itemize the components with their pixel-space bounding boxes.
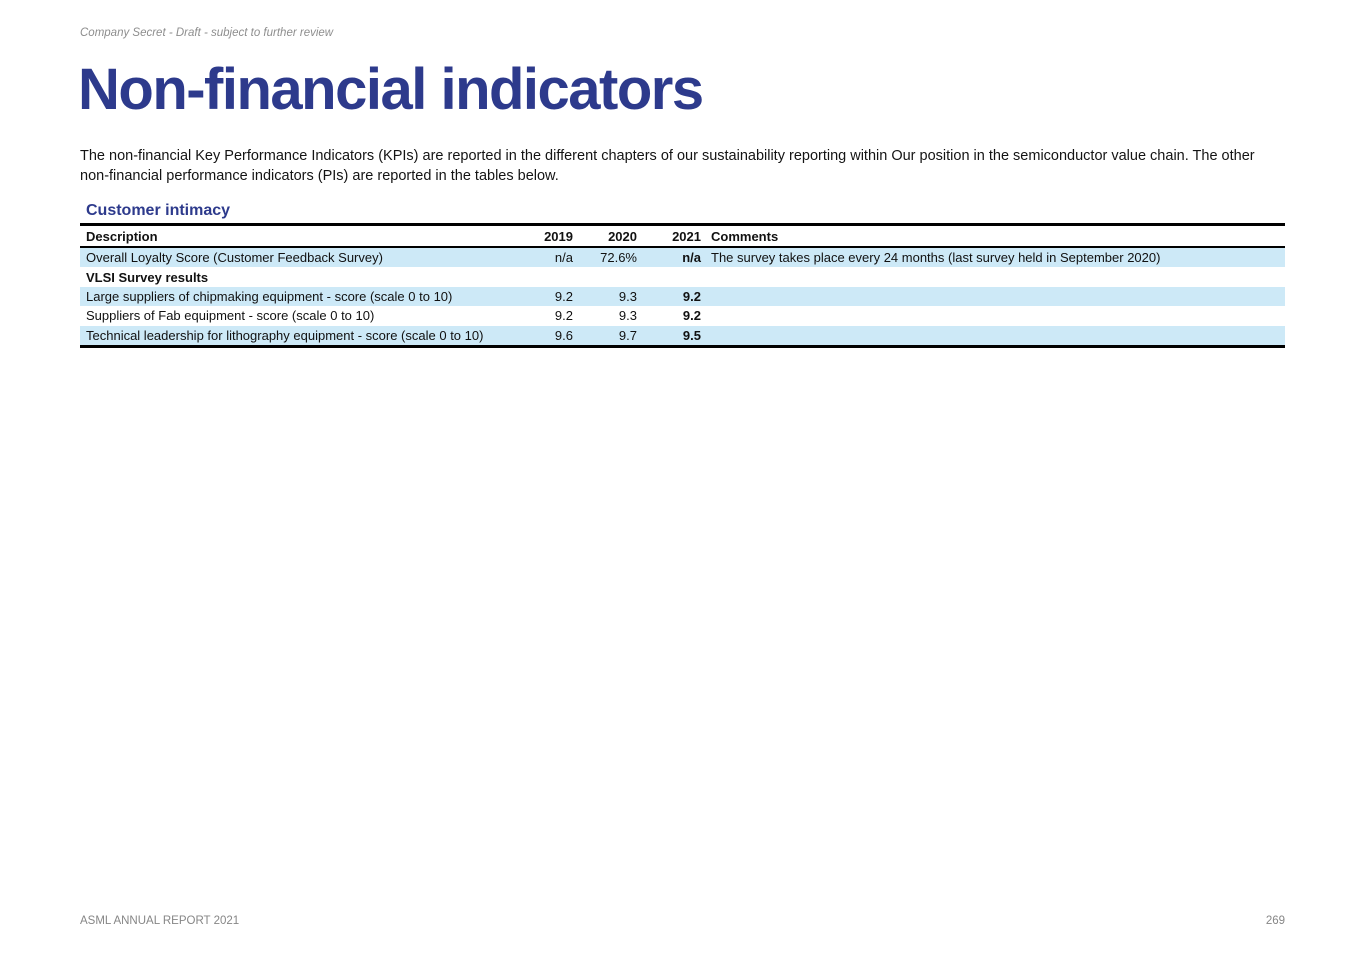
table-body: Overall Loyalty Score (Customer Feedback… (80, 247, 1285, 347)
footer-report-title: ASML ANNUAL REPORT 2021 (80, 915, 240, 927)
customer-intimacy-table: Description 2019 2020 2021 Comments Over… (80, 223, 1285, 348)
cell-comments: The survey takes place every 24 months (… (705, 247, 1285, 268)
cell-comments (705, 306, 1285, 325)
cell-2019: 9.6 (520, 325, 577, 347)
table-group-row-vlsi-survey-results: VLSI Survey results (80, 267, 1285, 286)
column-header-2019: 2019 (520, 224, 577, 248)
cell-comments (705, 325, 1285, 347)
table-row-overall-loyalty-score: Overall Loyalty Score (Customer Feedback… (80, 247, 1285, 268)
cell-2021: n/a (641, 247, 705, 268)
group-row-label: VLSI Survey results (86, 269, 209, 285)
table-row-large-suppliers-chipmaking: Large suppliers of chipmaking equipment … (80, 286, 1285, 307)
cell-description: Suppliers of Fab equipment - score (scal… (86, 308, 375, 324)
column-header-2021: 2021 (641, 224, 705, 248)
column-header-description: Description (80, 224, 520, 248)
cell-2019: 9.2 (520, 286, 577, 307)
cell-2019: n/a (520, 247, 577, 268)
cell-description: Large suppliers of chipmaking equipment … (80, 286, 520, 307)
cell-2021: 9.5 (641, 325, 705, 347)
column-header-comments: Comments (705, 224, 1285, 248)
cell-2021: 9.2 (682, 308, 701, 324)
draft-disclaimer: Company Secret - Draft - subject to furt… (80, 27, 334, 39)
column-header-2020: 2020 (577, 224, 641, 248)
cell-2021: 9.2 (641, 286, 705, 307)
section-heading-customer-intimacy: Customer intimacy (86, 202, 231, 219)
cell-description: Overall Loyalty Score (Customer Feedback… (80, 247, 520, 268)
cell-2020: 9.3 (577, 286, 641, 307)
table-row-technical-leadership-lithography: Technical leadership for lithography equ… (80, 325, 1285, 347)
page-title: Non-financial indicators (78, 57, 704, 122)
page-footer: ASML ANNUAL REPORT 2021 269 (80, 915, 1285, 927)
table-header-row: Description 2019 2020 2021 Comments (80, 224, 1285, 248)
cell-2020: 72.6% (577, 247, 641, 268)
cell-2020: 9.7 (577, 325, 641, 347)
table-row-suppliers-fab-equipment: Suppliers of Fab equipment - score (scal… (80, 306, 1285, 325)
cell-2020: 9.3 (618, 308, 637, 324)
cell-2019: 9.2 (554, 308, 573, 324)
footer-page-number: 269 (1265, 915, 1285, 927)
cell-comments (705, 286, 1285, 307)
cell-description: Technical leadership for lithography equ… (80, 325, 520, 347)
intro-paragraph: The non-financial Key Performance Indica… (80, 148, 1255, 184)
